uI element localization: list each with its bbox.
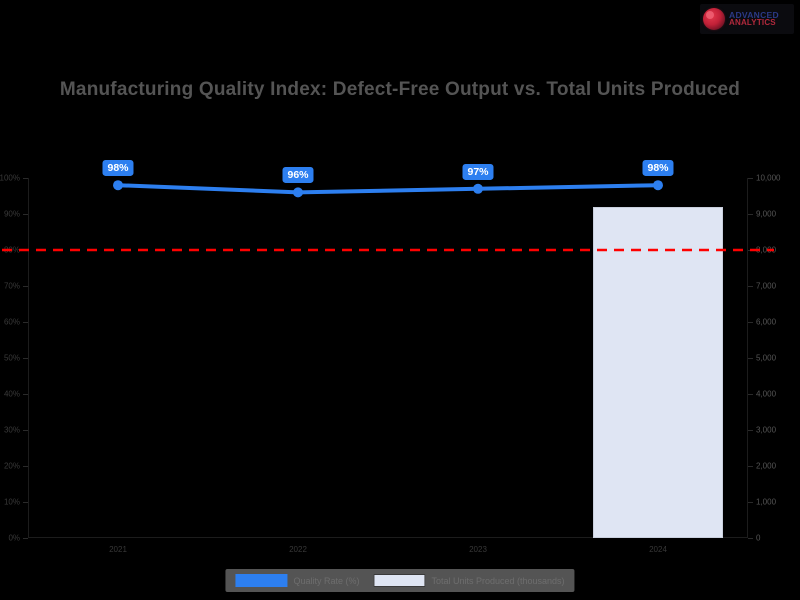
data-label: 97% xyxy=(462,163,494,180)
y-axis-left-tick-label: 50% xyxy=(3,353,20,363)
y-axis-right-tick-label: 1,000 xyxy=(756,497,777,507)
y-axis-right-line xyxy=(747,178,748,538)
y-axis-left-tick-label: 0% xyxy=(8,533,20,543)
legend-label: Quality Rate (%) xyxy=(293,575,360,586)
x-axis-tick-label: 2023 xyxy=(469,545,487,554)
data-label: 98% xyxy=(642,160,674,177)
y-axis-right-tick-label: 6,000 xyxy=(756,317,777,327)
x-axis-tick-label: 2021 xyxy=(109,545,127,554)
y-axis-right-tick xyxy=(748,502,753,503)
y-axis-right-tick-label: 5,000 xyxy=(756,353,777,363)
y-axis-left-tick xyxy=(23,538,28,539)
y-axis-right-tick-label: 3,000 xyxy=(756,425,777,435)
legend-swatch-bar xyxy=(373,574,426,587)
logo-line-2: ANALYTICS xyxy=(729,18,776,28)
y-axis-left-tick-label: 70% xyxy=(3,281,20,291)
legend-swatch-line xyxy=(235,574,288,587)
y-axis-left-tick-label: 100% xyxy=(0,173,20,183)
line-marker[interactable] xyxy=(113,180,123,191)
bar[interactable] xyxy=(593,206,723,538)
brand-logo: ADVANCED ANALYTICS xyxy=(700,4,794,34)
y-axis-right-tick xyxy=(748,430,753,431)
y-axis-right-tick xyxy=(748,394,753,395)
y-axis-right-tick-label: 0 xyxy=(756,533,761,543)
y-axis-right-tick xyxy=(748,178,753,179)
logo-globe-icon xyxy=(703,8,725,30)
y-axis-left-tick xyxy=(23,322,28,323)
chart-title: Manufacturing Quality Index: Defect-Free… xyxy=(59,79,741,100)
data-label: 96% xyxy=(282,167,314,184)
y-axis-left-tick xyxy=(23,466,28,467)
y-axis-right-tick-label: 2,000 xyxy=(756,461,777,471)
x-axis-tick-label: 2022 xyxy=(289,545,307,554)
y-axis-left-tick-label: 10% xyxy=(3,497,20,507)
y-axis-left-tick xyxy=(23,430,28,431)
legend-label: Total Units Produced (thousands) xyxy=(431,575,565,586)
y-axis-left-tick-label: 30% xyxy=(3,425,20,435)
line-series xyxy=(2,180,774,252)
y-axis-left-tick-label: 90% xyxy=(3,209,20,219)
y-axis-right-tick xyxy=(748,322,753,323)
y-axis-right-tick xyxy=(748,358,753,359)
y-axis-left-tick xyxy=(23,214,28,215)
y-axis-right-tick xyxy=(748,214,753,215)
y-axis-right-tick xyxy=(748,538,753,539)
y-axis-left-tick-label: 20% xyxy=(3,461,20,471)
legend-item[interactable]: Total Units Produced (thousands) xyxy=(373,574,565,587)
y-axis-right-tick-label: 9,000 xyxy=(756,209,777,219)
y-axis-left-tick xyxy=(23,286,28,287)
y-axis-right-tick-label: 7,000 xyxy=(756,281,777,291)
y-axis-right-tick-label: 10,000 xyxy=(756,173,781,183)
chart-legend[interactable]: Quality Rate (%) Total Units Produced (th… xyxy=(225,569,575,592)
y-axis-right-tick-label: 4,000 xyxy=(756,389,777,399)
line-marker[interactable] xyxy=(473,183,483,194)
line-path xyxy=(116,183,660,195)
logo-wordmark: ADVANCED ANALYTICS xyxy=(729,11,779,28)
y-axis-left-tick-label: 60% xyxy=(3,317,20,327)
logo-line-1: ADVANCED xyxy=(729,9,779,20)
legend-item[interactable]: Quality Rate (%) xyxy=(235,574,359,587)
line-marker[interactable] xyxy=(653,180,663,191)
y-axis-left-tick xyxy=(23,394,28,395)
y-axis-right-tick-label: 8,000 xyxy=(756,245,777,255)
data-label: 98% xyxy=(102,160,134,177)
y-axis-left-tick xyxy=(23,358,28,359)
y-axis-left-line xyxy=(28,178,29,538)
y-axis-right-tick xyxy=(748,466,753,467)
y-axis-right-tick xyxy=(748,286,753,287)
x-axis-line xyxy=(28,537,748,538)
line-marker[interactable] xyxy=(293,187,303,198)
x-axis-tick-label: 2024 xyxy=(649,545,667,554)
y-axis-left-tick xyxy=(23,502,28,503)
y-axis-left-tick xyxy=(23,178,28,179)
y-axis-left-tick-label: 40% xyxy=(3,389,20,399)
plot-area: 100%90%80%70%60%50%40%30%20%10%0% 10,000… xyxy=(0,160,780,554)
